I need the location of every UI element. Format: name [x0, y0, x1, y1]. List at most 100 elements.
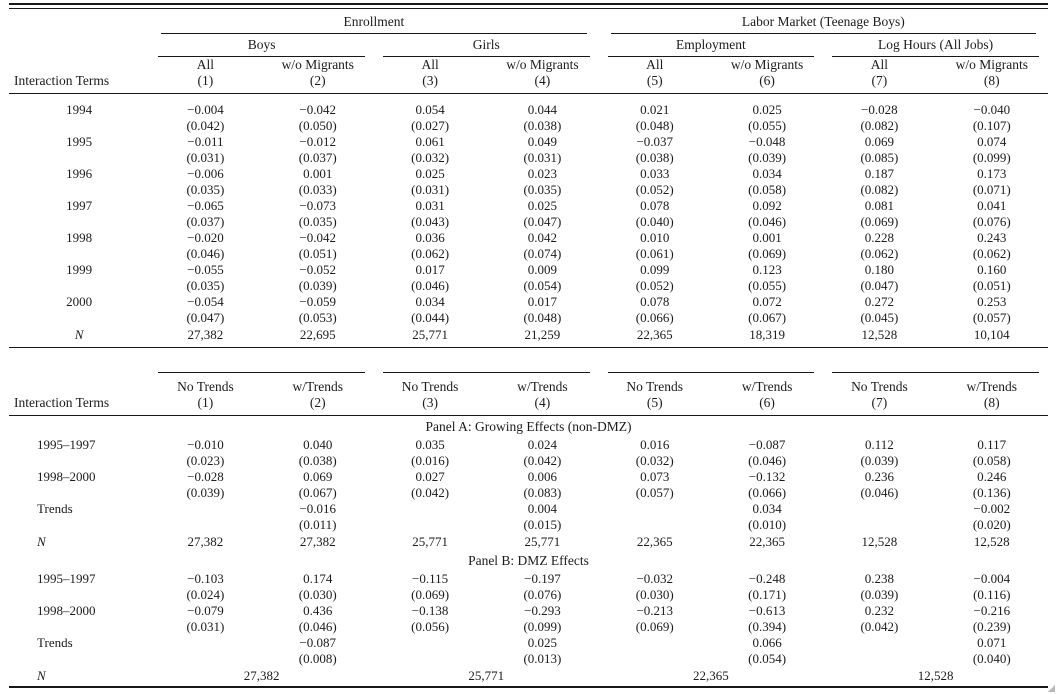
coefficient-cell — [823, 635, 935, 667]
column-pair-overline — [374, 372, 599, 379]
coefficient-cell: 0.025 (0.047) — [523, 198, 562, 229]
row-label: 1995–1997 — [37, 437, 96, 452]
column-header-8: w/o Migrants (8) — [935, 57, 1048, 94]
column-pair-overline — [823, 372, 1048, 379]
column-header-2: w/Trends (2) — [261, 379, 374, 416]
coefficient-cell: 0.049 (0.031) — [523, 134, 562, 165]
table-row: Trends −0.016 (0.011) 0.004 (0.015) 0.034 (0.0… — [9, 501, 1048, 533]
coefficient-cell: 0.017 (0.046) — [411, 262, 450, 293]
coefficient-cell: −0.087 (0.046) — [748, 437, 787, 468]
coefficient-cell: 0.024 (0.042) — [523, 437, 562, 468]
coefficient-cell: −0.004 (0.116) — [973, 571, 1011, 602]
coefficient-cell: −0.011 (0.031) — [186, 134, 225, 165]
panel-title: Panel B: DMZ Effects — [9, 550, 1048, 571]
column-header-2: w/o Migrants (2) — [261, 57, 374, 94]
coefficient-cell: 0.073 (0.057) — [635, 469, 674, 500]
column-header-3: All (3) — [373, 57, 487, 94]
coefficient-cell: −0.213 (0.069) — [635, 603, 674, 634]
sample-size-cell: 18,319 — [710, 326, 824, 348]
coefficient-cell: 0.021 (0.048) — [635, 102, 674, 133]
column-header-5: No Trends (5) — [598, 379, 711, 416]
coefficient-cell: 0.042 (0.074) — [523, 230, 562, 261]
subgroup-employment: Employment — [599, 34, 824, 57]
overline-row — [9, 372, 1048, 379]
stub-spacer — [9, 34, 149, 57]
scan-artifact — [1048, 685, 1055, 692]
column-header-6: w/o Migrants (6) — [710, 57, 824, 94]
coefficient-cell: 0.017 (0.048) — [523, 294, 562, 325]
row-label: N — [37, 534, 46, 549]
coefficient-cell: 0.031 (0.043) — [411, 198, 450, 229]
coefficient-cell: −0.132 (0.066) — [748, 469, 787, 500]
row-label: 1997 — [66, 198, 93, 213]
column-header-7: All (7) — [823, 57, 936, 94]
coefficient-cell: 0.054 (0.027) — [411, 102, 450, 133]
sample-size-cell: 25,771 — [412, 534, 448, 549]
coefficient-cell: 0.035 (0.016) — [411, 437, 450, 468]
coefficient-cell: −0.073 (0.035) — [298, 198, 337, 229]
subgroup-boys: Boys — [149, 34, 374, 57]
coefficient-cell: 0.072 (0.067) — [748, 294, 787, 325]
coefficient-cell: 0.243 (0.062) — [972, 230, 1011, 261]
coefficient-cell: 0.009 (0.054) — [523, 262, 562, 293]
coefficient-cell: −0.613 (0.394) — [748, 603, 787, 634]
column-header-7: No Trends (7) — [823, 379, 936, 416]
coefficient-cell: −0.012 (0.037) — [298, 134, 337, 165]
coefficient-cell: 0.081 (0.069) — [860, 198, 899, 229]
coefficient-cell: −0.115 (0.069) — [411, 571, 450, 602]
coefficient-cell — [374, 501, 486, 533]
coefficient-cell — [823, 501, 935, 533]
table-yearly-interactions: Enrollment Labor Market (Teenage Boys) B… — [9, 11, 1048, 348]
coefficient-cell: −0.055 (0.035) — [186, 262, 225, 293]
coefficient-cell: −0.042 (0.050) — [298, 102, 337, 133]
table-row: 1996 −0.006 (0.035) 0.001 (0.033) 0.025 (0.031… — [9, 166, 1048, 198]
sample-size-cell: 27,382 — [149, 326, 262, 348]
coefficient-cell — [599, 501, 711, 533]
coefficient-cell: 0.069 (0.085) — [860, 134, 899, 165]
coefficient-cell: 0.253 (0.057) — [972, 294, 1011, 325]
subgroup-label: Log Hours (All Jobs) — [878, 37, 994, 52]
subgroup-girls: Girls — [374, 34, 599, 57]
coefficient-cell — [149, 501, 261, 533]
coefficient-cell: −0.040 (0.107) — [972, 102, 1011, 133]
sample-size-cell: 25,771 — [524, 534, 561, 549]
coefficient-cell: 0.025 (0.055) — [748, 102, 787, 133]
coefficient-cell: −0.248 (0.171) — [748, 571, 787, 602]
table-pooled-interactions: Interaction Terms No Trends (1) w/Trends (2… — [9, 372, 1048, 684]
column-header-4: w/o Migrants (4) — [486, 57, 599, 94]
coefficient-cell: 0.034 (0.044) — [411, 294, 450, 325]
sample-size-cell: 21,259 — [486, 326, 599, 348]
coefficient-cell: 0.272 (0.045) — [860, 294, 899, 325]
coefficient-cell: −0.016 (0.011) — [299, 501, 337, 532]
row-label: N — [37, 668, 46, 683]
coefficient-cell: −0.010 (0.023) — [186, 437, 225, 468]
coefficient-cell: −0.059 (0.053) — [298, 294, 337, 325]
column-pair-overline — [599, 372, 824, 379]
table-row: 1998–2000 −0.079 (0.031) 0.436 (0.046) −0.138… — [9, 603, 1048, 635]
coefficient-cell: −0.042 (0.051) — [298, 230, 337, 261]
coefficient-cell: 0.117 (0.058) — [972, 437, 1011, 468]
coefficient-cell: 0.078 (0.040) — [635, 198, 674, 229]
coefficient-cell: 0.027 (0.042) — [411, 469, 450, 500]
coefficient-cell: −0.293 (0.099) — [523, 603, 562, 634]
coefficient-cell: 0.092 (0.046) — [748, 198, 787, 229]
coefficient-cell: −0.079 (0.031) — [186, 603, 225, 634]
column-header-row: Interaction Terms No Trends (1) w/Trends (2… — [9, 379, 1048, 416]
coefficient-cell: 0.123 (0.055) — [748, 262, 787, 293]
coefficient-cell: 0.246 (0.136) — [972, 469, 1011, 500]
coefficient-cell: 0.074 (0.099) — [972, 134, 1011, 165]
coefficient-cell: −0.087 (0.008) — [298, 635, 337, 666]
row-label: 1998 — [66, 230, 93, 245]
coefficient-cell: −0.138 (0.056) — [411, 603, 450, 634]
coefficient-cell: −0.004 (0.042) — [186, 102, 225, 133]
coefficient-cell: −0.002 (0.020) — [972, 501, 1011, 532]
coefficient-cell: 0.173 (0.071) — [972, 166, 1011, 197]
coefficient-cell: −0.006 (0.035) — [186, 166, 225, 197]
coefficient-cell: −0.032 (0.030) — [635, 571, 674, 602]
stub-spacer — [9, 11, 149, 34]
sample-size-cell: 12,528 — [823, 326, 936, 348]
coefficient-cell: −0.197 (0.076) — [523, 571, 562, 602]
column-pair-overline — [149, 372, 374, 379]
row-label: 1995 — [66, 134, 93, 149]
coefficient-cell: 0.069 (0.067) — [298, 469, 337, 500]
